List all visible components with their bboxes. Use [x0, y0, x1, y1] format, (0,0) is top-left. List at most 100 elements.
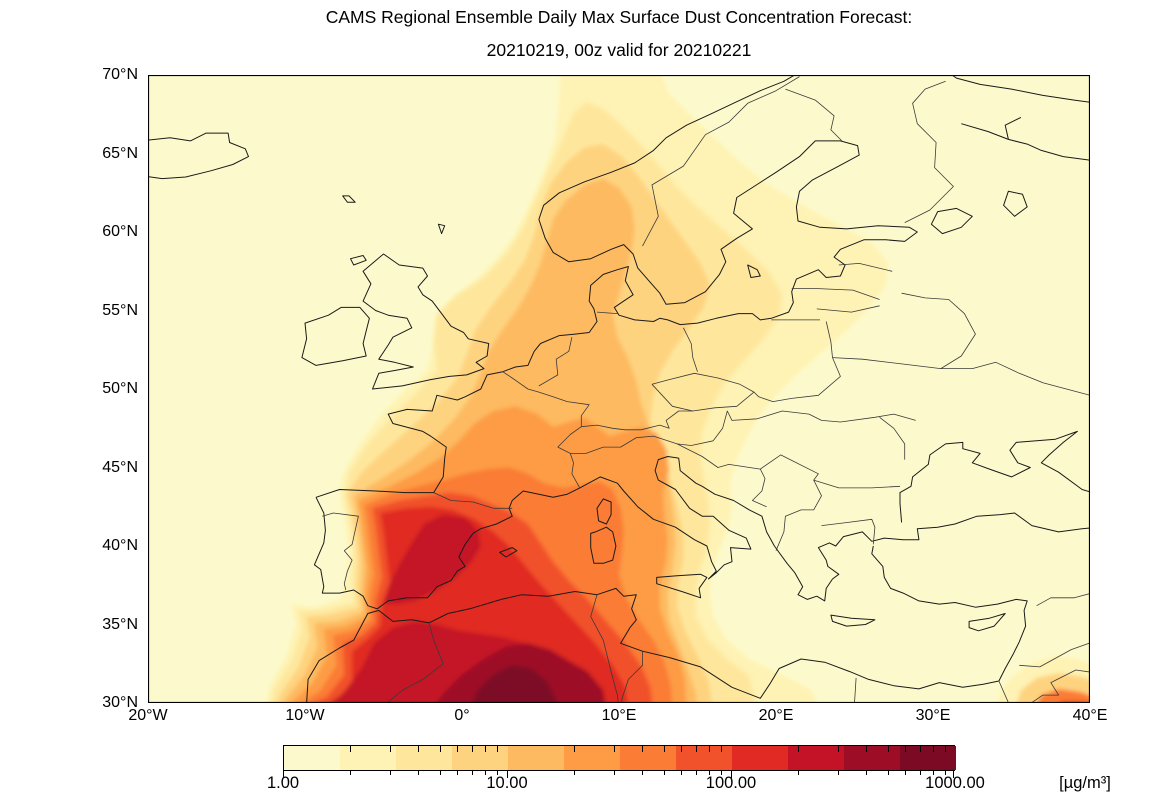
border-belarus-russia: [901, 292, 976, 369]
border-morocco-algeria: [386, 622, 444, 703]
chart-title: CAMS Regional Ensemble Daily Max Surface…: [148, 6, 1090, 61]
colorbar-tick: [350, 746, 352, 752]
colorbar-tick: [887, 771, 889, 775]
dust-contour-level-6: [1037, 688, 1090, 703]
colorbar-tick: [663, 771, 665, 775]
colorbar-tick: [681, 746, 683, 752]
border-portugal-spain: [322, 512, 359, 591]
chart-title-line2: 20210219, 00z valid for 20210221: [486, 40, 752, 60]
colorbar-tick: [485, 746, 487, 752]
y-axis-tick-label: 30°N: [102, 694, 138, 711]
border-alps-south: [570, 435, 714, 454]
colorbar-segment: [900, 746, 956, 770]
border-syria-jordan: [1019, 642, 1090, 668]
colorbar-tick: [496, 746, 498, 752]
x-axis-tick-label: 20°W: [128, 707, 168, 724]
coastlines-layer: [148, 75, 1090, 703]
island-cyprus: [968, 613, 1006, 632]
coastline-adriatic-greece-turkey-north: [678, 458, 1090, 602]
colorbar-tick: [944, 771, 946, 775]
border-libya-egypt: [854, 677, 857, 703]
colorbar-tick: [574, 746, 576, 752]
colorbar-tick: [837, 746, 839, 752]
colorbar-tick: [350, 771, 352, 775]
y-axis-tick-label: 55°N: [102, 301, 138, 319]
map-frame: [148, 75, 1090, 703]
colorbar-tick-label: 1.00: [266, 774, 300, 792]
x-axis-tick-label: 40°E: [1072, 707, 1108, 724]
colorbar-tick: [865, 771, 867, 775]
border-alps-north: [581, 410, 693, 431]
lake-ladoga: [930, 207, 973, 235]
coastline-hebrides: [350, 255, 367, 266]
colorbar-tick: [905, 746, 907, 752]
x-axis-tick-label: 10°E: [601, 707, 637, 724]
coastline-italy: [579, 456, 752, 580]
borders-layer: [322, 76, 1090, 703]
colorbar-tick: [472, 771, 474, 775]
border-netherlands-germany: [538, 337, 573, 387]
island-crete: [830, 614, 876, 627]
border-spain-france: [433, 492, 513, 509]
island-gotland: [747, 264, 761, 278]
colorbar-tick: [485, 771, 487, 775]
coastline-great-britain: [362, 253, 490, 390]
colorbar-tick-label: 10.00: [486, 774, 528, 792]
border-lithuania-latvia: [791, 288, 880, 300]
dust-field-layer: [266, 75, 1090, 703]
colorbar-tick: [613, 771, 615, 775]
border-egypt-israel: [998, 680, 1009, 703]
colorbar-segment: [564, 746, 620, 770]
colorbar-tick: [720, 746, 722, 752]
coastline-faroe: [342, 195, 356, 203]
colorbar-tick: [905, 771, 907, 775]
y-axis-tick-label: 45°N: [102, 458, 138, 476]
chart-title-line1: CAMS Regional Ensemble Daily Max Surface…: [325, 7, 913, 27]
border-serbia-macedonia-albania: [775, 479, 822, 551]
colorbar-tick: [798, 746, 800, 752]
x-axis-tick-label: 10°W: [285, 707, 325, 724]
colorbar-segment: [340, 746, 396, 770]
x-axis-tick-label: 0°: [454, 707, 470, 724]
colorbar-tick: [887, 746, 889, 752]
border-algeria-tunisia: [590, 594, 619, 703]
colorbar-tick: [837, 771, 839, 775]
colorbar-tick: [283, 771, 284, 778]
colorbar-segment: [396, 746, 452, 770]
border-lithuania-belarus: [816, 305, 880, 313]
border-france-italy-switzerland: [557, 426, 582, 489]
colorbar-tick: [920, 771, 922, 775]
coastline-ireland: [301, 306, 370, 366]
border-germany-denmark: [596, 311, 618, 314]
coastline-kola-barents-coast: [951, 75, 1090, 103]
colorbar-tick-label: 1000.00: [925, 774, 985, 792]
colorbar-tick: [457, 746, 459, 752]
y-axis-tick-label: 40°N: [102, 537, 138, 554]
island-mallorca: [499, 547, 518, 558]
border-germany-poland: [683, 327, 698, 372]
colorbar-tick: [663, 746, 665, 752]
dust-contour-level-11: [471, 665, 557, 703]
border-carpathian-chain: [712, 410, 916, 442]
colorbar-tick: [507, 771, 508, 778]
europe-dust-map: [148, 75, 1090, 703]
colorbar-tick: [720, 771, 722, 775]
border-poland-east: [753, 321, 841, 402]
coastline-black-sea-north: [899, 430, 1090, 523]
colorbar-segment: [620, 746, 676, 770]
colorbar-tick: [944, 746, 946, 752]
colorbar-tick: [709, 771, 711, 775]
colorbar-tick: [696, 746, 698, 752]
colorbar-tick: [439, 746, 441, 752]
colorbar-tick: [953, 771, 954, 778]
coastline-shetland: [437, 223, 446, 235]
border-jordan-saudi: [1030, 669, 1090, 703]
border-turkey-syria-iraq: [1036, 593, 1090, 607]
border-sweden-finland: [785, 88, 843, 142]
colorbar-tick: [933, 771, 935, 775]
colorbar-segment: [732, 746, 788, 770]
colorbar-tick: [439, 771, 441, 775]
colorbar-tick: [417, 771, 419, 775]
colorbar-segment: [508, 746, 564, 770]
colorbar: [283, 745, 956, 771]
